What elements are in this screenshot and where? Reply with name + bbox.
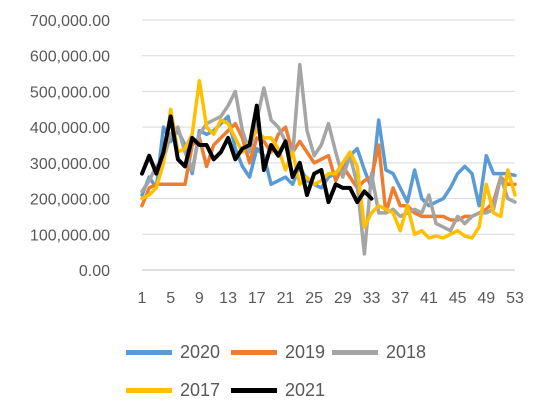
x-tick-label: 13 — [219, 290, 237, 307]
legend-swatch — [332, 350, 378, 355]
legend-label: 2017 — [180, 380, 221, 400]
legend-item-2021: 2021 — [231, 380, 325, 401]
y-tick-label: 100,000.00 — [30, 227, 110, 244]
x-tick-label: 29 — [334, 290, 352, 307]
legend-label: 2018 — [386, 342, 427, 362]
series-line-2021 — [140, 103, 374, 205]
legend-item-2019: 2019 — [231, 342, 325, 363]
legend-swatch — [231, 388, 277, 393]
x-tick-label: 9 — [195, 290, 204, 307]
x-tick-label: 25 — [305, 290, 323, 307]
legend-label: 2020 — [180, 342, 221, 362]
x-tick-label: 53 — [506, 290, 524, 307]
legend-item-2017: 2017 — [126, 380, 220, 401]
legend-swatch — [126, 388, 172, 393]
y-tick-label: 600,000.00 — [30, 49, 110, 66]
legend-item-2020: 2020 — [126, 342, 220, 363]
legend-label: 2019 — [285, 342, 326, 362]
y-tick-label: 500,000.00 — [30, 84, 110, 101]
x-tick-label: 21 — [277, 290, 295, 307]
legend: 2020 2019 2018 2017 2021 — [0, 330, 550, 409]
x-tick-label: 17 — [248, 290, 266, 307]
legend-swatch — [231, 350, 277, 355]
x-tick-label: 5 — [166, 290, 175, 307]
y-tick-label: 200,000.00 — [30, 192, 110, 209]
legend-label: 2021 — [285, 380, 326, 400]
x-tick-label: 37 — [391, 290, 409, 307]
legend-swatch — [126, 350, 172, 355]
x-tick-label: 49 — [477, 290, 495, 307]
line-chart: 0.00 100,000.00 200,000.00 300,000.00 400,00… — [30, 13, 524, 307]
y-tick-label: 0.00 — [79, 263, 110, 280]
y-tick-label: 400,000.00 — [30, 120, 110, 137]
y-axis-ticks: 0.00 100,000.00 200,000.00 300,000.00 400,00… — [30, 13, 110, 280]
legend-item-2018: 2018 — [332, 342, 426, 363]
x-tick-label: 1 — [138, 290, 147, 307]
x-tick-label: 41 — [420, 290, 438, 307]
y-tick-label: 700,000.00 — [30, 13, 110, 30]
x-tick-label: 33 — [363, 290, 381, 307]
x-tick-label: 45 — [449, 290, 467, 307]
series-line-2017 — [140, 78, 517, 240]
series-lines — [140, 62, 517, 256]
series-line-2018 — [140, 62, 517, 256]
x-axis-ticks: 1 5 9 13 17 21 25 29 33 37 41 45 49 53 — [138, 290, 524, 307]
series-line-2019 — [140, 121, 517, 222]
y-tick-label: 300,000.00 — [30, 156, 110, 173]
series-line-2020 — [140, 114, 517, 208]
